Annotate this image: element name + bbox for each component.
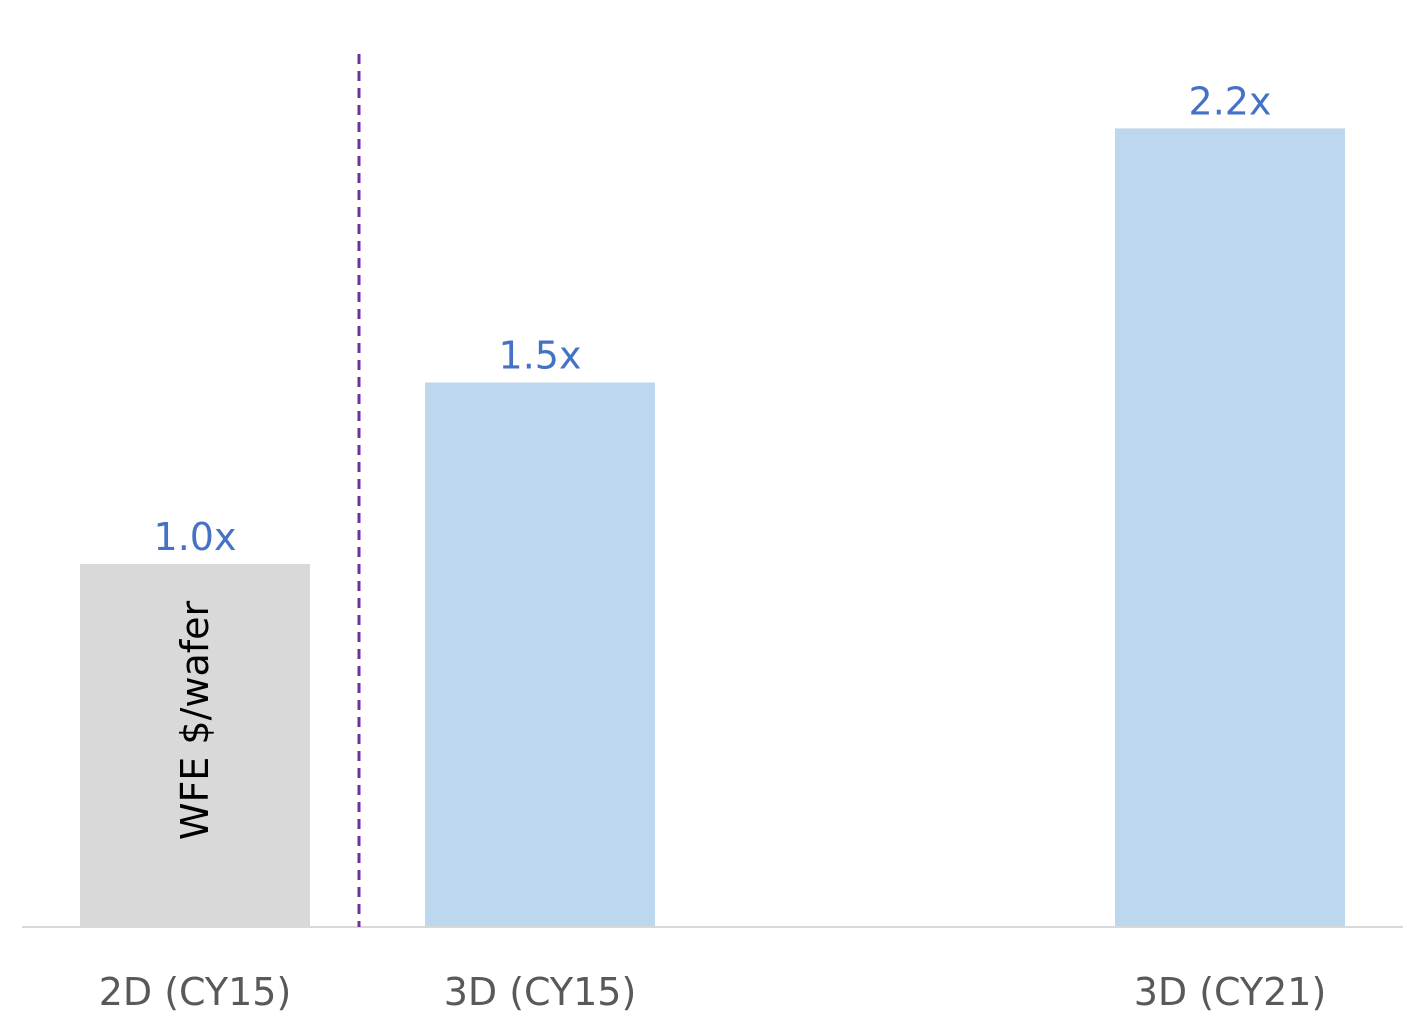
- bar-2: [425, 382, 655, 927]
- category-label-2: 3D (CY15): [444, 970, 637, 1014]
- bar-1: [80, 564, 310, 927]
- data-label-1: 1.0x: [154, 515, 237, 559]
- category-label-1: 2D (CY15): [99, 970, 292, 1014]
- data-label-2: 1.5x: [499, 334, 582, 378]
- bars-layer: [80, 128, 1345, 927]
- bar-3: [1115, 128, 1345, 927]
- labels-layer: 1.0x 2D (CY15) 1.5x 3D (CY15) 2.2x 3D (CY21): [99, 79, 1327, 1014]
- category-label-3: 3D (CY21): [1134, 970, 1327, 1014]
- data-label-3: 2.2x: [1189, 79, 1272, 123]
- in-bar-label: WFE $/wafer: [173, 601, 217, 841]
